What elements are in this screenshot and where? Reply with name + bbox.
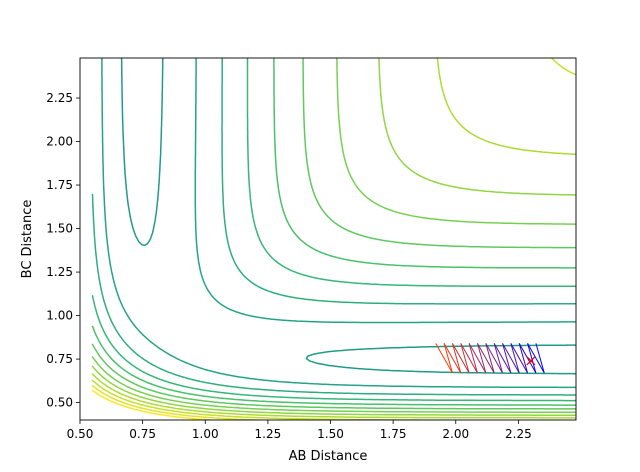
contour-level-21 — [91, 58, 576, 419]
contour-level-13 — [120, 58, 576, 375]
trajectory-segment — [518, 343, 529, 374]
y-tick-label: 1.00 — [46, 309, 73, 323]
contour-level-17 — [91, 58, 576, 406]
y-axis-ticks: 0.50 0.75 1.00 1.25 1.50 1.75 2.00 2.25 — [46, 91, 80, 410]
contour-level-18 — [91, 58, 576, 410]
x-tick-label: 2.25 — [505, 427, 532, 441]
y-tick-label: 1.50 — [46, 222, 73, 236]
y-tick-label: 1.25 — [46, 265, 73, 279]
y-tick-label: 0.50 — [46, 396, 73, 410]
marker-stroke — [526, 356, 536, 366]
x-axis-ticks: 0.50 0.75 1.00 1.25 1.50 1.75 2.00 2.25 — [67, 420, 532, 441]
x-tick-label: 0.50 — [67, 427, 94, 441]
contour-level-14 — [101, 58, 576, 389]
trajectory-segment — [485, 343, 503, 374]
trajectory-segment — [493, 343, 503, 374]
trajectory-segment — [527, 343, 537, 374]
trajectory-segment — [510, 343, 529, 374]
trajectory-segment — [502, 343, 520, 374]
trajectory-segment — [477, 343, 495, 374]
contour-level-24 — [91, 389, 223, 420]
contour-level-16 — [91, 58, 576, 402]
trajectory-segment — [493, 343, 512, 374]
y-tick-label: 0.75 — [46, 352, 73, 366]
trajectory-segment — [435, 343, 453, 374]
plot-frame — [79, 57, 577, 421]
trajectory — [435, 343, 545, 374]
trajectory-segment — [451, 343, 470, 374]
trajectory-segment — [468, 343, 487, 374]
end-marker — [526, 356, 536, 366]
trajectory-segment — [443, 343, 462, 374]
trajectory-segment — [476, 343, 487, 374]
contour-level-20 — [91, 58, 576, 416]
trajectory-segment — [443, 343, 453, 374]
trajectory-segment — [468, 343, 478, 374]
trajectory-segment — [460, 343, 470, 374]
y-tick-label: 1.75 — [46, 178, 73, 192]
x-tick-label: 1.25 — [255, 427, 282, 441]
x-tick-label: 1.50 — [317, 427, 344, 441]
contour-level-15 — [91, 58, 576, 396]
contour-level-23 — [91, 384, 280, 420]
x-axis-label: AB Distance — [289, 449, 368, 464]
trajectory-segment — [451, 343, 462, 374]
x-tick-label: 0.75 — [129, 427, 156, 441]
y-axis-label: BC Distance — [20, 200, 35, 279]
trajectory-segment — [527, 343, 545, 374]
y-tick-label: 2.00 — [46, 135, 73, 149]
x-tick-label: 2.00 — [442, 427, 469, 441]
x-tick-label: 1.00 — [192, 427, 219, 441]
trajectory-segment — [535, 343, 545, 374]
contour-level-19 — [91, 58, 576, 413]
trajectory-segment — [460, 343, 478, 374]
y-tick-label: 2.25 — [46, 91, 73, 105]
trajectory-segment — [502, 343, 512, 374]
contour-lines — [91, 58, 576, 420]
x-tick-label: 1.75 — [380, 427, 407, 441]
trajectory-segment — [485, 343, 495, 374]
trajectory-segment — [510, 343, 520, 374]
